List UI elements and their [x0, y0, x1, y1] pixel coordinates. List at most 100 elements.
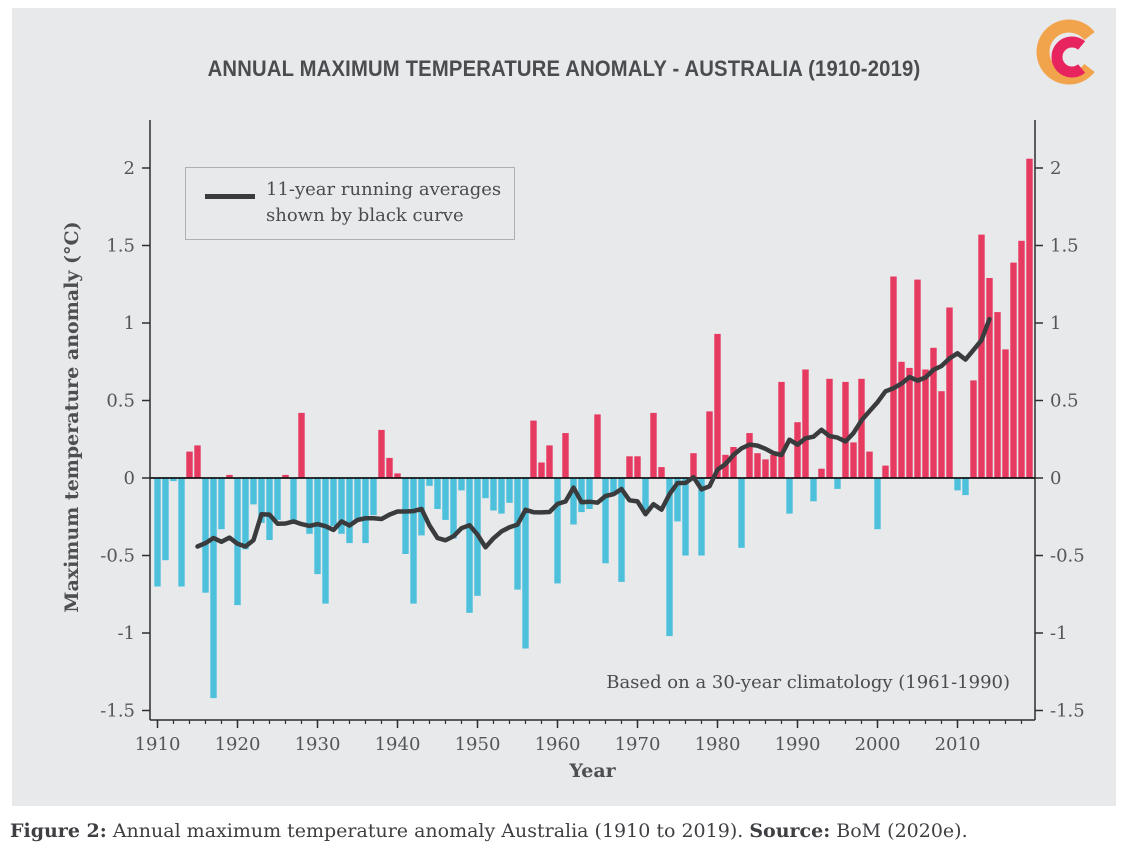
running-average-curve-layer [195, 316, 992, 550]
legend-label: 11-year running averages shown by black … [266, 177, 501, 229]
bar-1993 [818, 468, 825, 478]
bar-1934 [346, 478, 353, 544]
bar-1921 [242, 478, 249, 550]
bar-1928 [298, 412, 305, 478]
bar-1965 [594, 414, 601, 478]
bar-1947 [450, 478, 457, 539]
bar-1977 [690, 453, 697, 478]
bar-1932 [330, 478, 337, 526]
bar-1999 [866, 451, 873, 478]
bar-1953 [498, 478, 505, 514]
bar-1963 [578, 478, 585, 513]
x-axis-title: Year [569, 760, 616, 782]
y-tick-label-right: -0.5 [1050, 546, 1085, 567]
bar-1913 [178, 478, 185, 587]
y-tick-label-right: 2 [1050, 158, 1061, 179]
y-axis-title: Maximum temperature anomaly (°C) [61, 221, 83, 613]
page-title: ANNUAL MAXIMUM TEMPERATURE ANOMALY - AUS… [207, 56, 921, 81]
bar-1945 [434, 478, 441, 509]
bar-1994 [826, 378, 833, 478]
bar-1924 [266, 478, 273, 540]
bar-1923 [258, 478, 265, 523]
bar-2001 [882, 465, 889, 478]
bar-1961 [562, 433, 569, 478]
bar-1971 [642, 478, 649, 511]
bar-1951 [482, 478, 489, 499]
y-tick-label-left: 0.5 [106, 391, 135, 412]
y-tick-label-left: 1 [124, 313, 135, 334]
bars-layer [154, 158, 1033, 699]
bar-2018 [1018, 240, 1025, 478]
bar-1986 [762, 459, 769, 478]
bar-1991 [802, 369, 809, 478]
bar-1915 [194, 445, 201, 478]
bar-1940 [394, 473, 401, 478]
x-tick-label: 1920 [215, 734, 261, 755]
y-tick-label-right: 0.5 [1050, 391, 1079, 412]
bar-1937 [370, 478, 377, 516]
bar-2003 [898, 361, 905, 479]
bar-1941 [402, 478, 409, 554]
bar-1959 [546, 445, 553, 478]
running-average-curve [195, 316, 992, 550]
bar-1942 [410, 478, 417, 604]
bar-1938 [378, 429, 385, 478]
bar-1989 [786, 478, 793, 514]
y-tick-label-right: 1 [1050, 313, 1061, 334]
y-tick-label-right: -1.5 [1050, 701, 1085, 722]
bar-1954 [506, 478, 513, 503]
bar-1964 [586, 478, 593, 509]
bar-1926 [282, 474, 289, 478]
bar-2014 [986, 278, 993, 478]
bar-1925 [274, 478, 281, 520]
bar-2015 [994, 312, 1001, 478]
bar-1985 [754, 453, 761, 478]
bar-1955 [514, 478, 521, 590]
bar-1970 [634, 456, 641, 478]
climatology-annotation: Based on a 30-year climatology (1961-199… [606, 672, 1010, 693]
legend-line-swatch [205, 194, 255, 199]
bar-1969 [626, 456, 633, 478]
x-tick-label: 1980 [695, 734, 741, 755]
x-tick-label: 1940 [375, 734, 421, 755]
bar-1990 [794, 422, 801, 478]
climate-council-logo-icon [1036, 19, 1095, 85]
figure-caption-body: Annual maximum temperature anomaly Austr… [106, 820, 750, 842]
bar-2002 [890, 276, 897, 478]
bar-2006 [922, 369, 929, 478]
bar-1996 [842, 381, 849, 478]
bar-1997 [850, 442, 857, 478]
bar-1949 [466, 478, 473, 613]
bar-1939 [386, 457, 393, 479]
bar-2017 [1010, 262, 1017, 478]
bar-1983 [738, 478, 745, 548]
bar-1966 [602, 478, 609, 564]
y-tick-label-left: -1.5 [100, 701, 135, 722]
y-tick-label-right: 0 [1050, 468, 1061, 489]
x-tick-label: 2000 [855, 734, 901, 755]
bar-1912 [170, 478, 177, 482]
x-tick-label: 2010 [935, 734, 981, 755]
bar-1918 [218, 478, 225, 530]
legend-label-line2: shown by black curve [266, 205, 464, 226]
bar-1957 [530, 420, 537, 478]
x-tick-label: 1970 [615, 734, 661, 755]
bar-1979 [706, 411, 713, 479]
logo-inner-c [1051, 36, 1086, 78]
bar-2004 [906, 367, 913, 478]
bar-2009 [946, 307, 953, 478]
y-tick-label-left: -1 [117, 623, 135, 644]
bar-1973 [658, 467, 665, 478]
figure-caption-label: Figure 2: [10, 820, 107, 842]
bar-1980 [714, 333, 721, 479]
x-tick-label: 1960 [535, 734, 581, 755]
x-tick-label: 1910 [135, 734, 181, 755]
logo-outer-c [1036, 19, 1095, 85]
legend-label-line1: 11-year running averages [266, 179, 502, 200]
bar-1916 [202, 478, 209, 593]
bar-1968 [618, 478, 625, 582]
bar-1987 [770, 454, 777, 479]
bar-1919 [226, 474, 233, 478]
bar-1995 [834, 478, 841, 489]
y-tick-label-right: -1 [1050, 623, 1068, 644]
